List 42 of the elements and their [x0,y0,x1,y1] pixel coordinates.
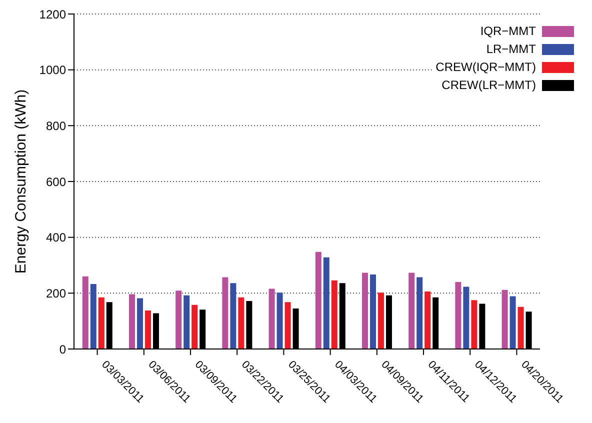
legend-label: LR−MMT [486,42,536,56]
bar [230,283,236,349]
legend-label: IQR−MMT [480,24,536,38]
bar [370,274,376,349]
bar [362,272,368,349]
bar [463,286,470,349]
y-tick-label: 1200 [39,7,66,22]
bar [284,302,291,349]
bar [471,300,478,349]
bar [378,292,384,349]
bar [276,292,283,349]
y-tick-label: 200 [46,286,66,300]
bar [502,290,508,349]
bar [192,304,198,349]
legend-label: CREW(IQR−MMT) [436,60,536,74]
y-axis-title: Energy Consumption (kWh) [12,89,30,274]
y-tick-label: 1000 [39,63,66,78]
bar [184,295,190,349]
y-tick-label: 800 [46,118,66,133]
bar [222,277,228,349]
bar [455,282,462,349]
y-tick-label: 600 [46,174,66,189]
bar [510,296,516,349]
bar [323,257,330,349]
bar [416,277,423,349]
bar [424,291,431,349]
bar [238,297,244,349]
legend-label: CREW(LR−MMT) [442,78,536,92]
y-tick-label: 0 [59,342,66,356]
bar [315,252,322,349]
bar [90,284,96,349]
bar [144,310,151,349]
bar [98,297,104,349]
bar [268,288,275,349]
bar [128,294,135,349]
bar [136,298,143,349]
y-tick-label: 400 [46,230,66,245]
bar [331,280,338,349]
bar [82,276,88,349]
bar [518,306,524,349]
bar [176,290,182,349]
bar [408,272,415,349]
